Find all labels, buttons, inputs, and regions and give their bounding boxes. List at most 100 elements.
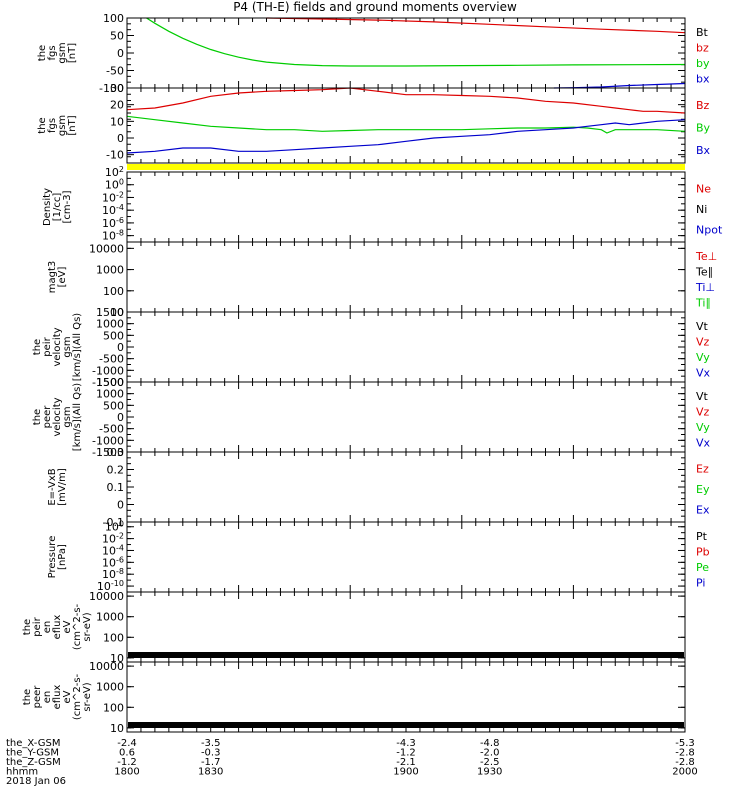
legend-item: Ex [696,504,710,517]
bottom-axis-value: 1800 [114,767,139,778]
series-line-red [266,17,686,34]
bottom-axis-value: -2.8 [675,757,695,768]
legend-item: Ne [696,182,711,195]
y-tick-label: 500 [103,399,124,412]
y-tick-label: 10-4 [102,543,124,557]
y-tick-label: 1500 [96,376,124,389]
legend-item: Ni [696,203,707,216]
y-axis-label: the [22,619,33,635]
y-axis-label: gsm [62,406,73,427]
y-axis-label: magt3 [47,261,58,294]
bottom-axis-value: 2000 [672,767,697,778]
y-tick-label: -1000 [92,364,124,377]
plot-title: P4 (TH-E) fields and ground moments over… [233,0,517,14]
panel-frame [126,591,686,663]
bottom-axis-value: -3.5 [201,738,221,749]
series-line-green [146,17,686,67]
bottom-axis-value: 1900 [393,767,418,778]
panel-frame [126,521,686,593]
y-tick-label: 20 [110,99,124,112]
y-axis-label: the [32,339,43,355]
y-axis-label: sr-eV) [82,682,93,711]
y-tick-label: -500 [99,423,124,436]
y-axis-label: [km/s](All Qs) [72,313,83,381]
panel-frame [126,17,686,89]
y-tick-label: 102 [105,165,124,179]
y-tick-label: 1000 [96,611,124,624]
y-tick-label: 0 [117,47,124,60]
y-tick-label: 10-6 [102,216,124,230]
legend-item: Vx [696,436,711,449]
y-axis-label: peir [42,336,53,356]
legend-item: Ez [696,462,709,475]
series-line-red [126,87,686,114]
bottom-axis-value: -1.2 [117,757,137,768]
y-axis-label: sr-eV) [82,612,93,641]
legend-item: Te⊥ [695,250,717,263]
legend-item: Npot [696,224,723,237]
y-tick-label: 100 [103,631,124,644]
y-tick-label: 1000 [96,388,124,401]
y-tick-label: 100 [105,178,124,192]
bottom-row-label: the_Z-GSM [6,757,61,768]
y-axis-label: peer [42,405,53,429]
legend-item: By [696,122,711,135]
legend-item: Ey [696,483,710,496]
y-axis-label: eflux [52,685,63,710]
y-tick-label: -500 [99,353,124,366]
y-tick-label: 30 [110,82,124,95]
bottom-axis-value: -2.4 [117,738,137,749]
spectrogram-edge [128,722,684,728]
y-tick-label: 0 [117,411,124,424]
bottom-axis-value: -5.3 [675,738,695,749]
y-tick-label: 0 [117,132,124,145]
y-axis-label: [nT] [67,115,78,135]
y-tick-label: 10 [110,115,124,128]
y-tick-label: 0.3 [107,446,125,459]
y-axis-label: [mV/m] [57,468,68,506]
bottom-row-label: the_Y-GSM [6,748,59,759]
bottom-axis-value: -2.0 [480,748,500,759]
legend-item: Vt [696,390,709,403]
y-tick-label: 10-2 [102,532,124,546]
y-axis-label: the [32,409,43,425]
bottom-axis-value: -2.5 [480,757,500,768]
legend-item: Vy [696,421,710,434]
y-tick-label: 10-8 [102,567,124,581]
y-axis-label: the [22,689,33,705]
y-axis-label: [1/cc] [52,193,63,222]
y-tick-label: 0.2 [107,464,125,477]
legend-item: Pt [696,530,708,543]
bottom-axis-value: 1930 [477,767,502,778]
y-tick-label: -1500 [92,446,124,459]
y-tick-label: 10000 [89,590,124,603]
y-tick-label: 10 [110,306,124,319]
bottom-axis-value: 0.6 [119,748,135,759]
bottom-row-label: 2018 Jan 06 [6,776,66,787]
legend-item: Pi [696,576,705,589]
y-axis-label: (cm^2-s- [72,673,83,720]
legend-item: Bz [696,99,710,112]
y-tick-label: 10-2 [102,190,124,204]
bottom-axis-value: -4.3 [396,738,416,749]
y-tick-label: 10-4 [102,203,124,217]
y-axis-label: peir [32,616,43,636]
y-tick-label: 10-6 [102,555,124,569]
y-tick-label: 10-10 [97,579,124,593]
panel-frame [126,381,686,453]
y-axis-label: [nT] [67,43,78,63]
bottom-axis-value: -1.7 [201,757,221,768]
y-axis-label: gsm [57,115,68,136]
legend-item: bx [696,72,710,85]
legend-item: Vx [696,366,711,379]
y-tick-label: 10000 [89,242,124,255]
legend-item: Bt [696,26,709,39]
y-tick-label: 500 [103,329,124,342]
y-axis-label: fgs [47,45,58,60]
y-axis-label: Density [42,188,53,226]
y-tick-label: -10 [106,149,124,162]
legend-item: Vz [696,335,710,348]
panel-frame [126,661,686,733]
y-axis-label: eflux [52,615,63,640]
